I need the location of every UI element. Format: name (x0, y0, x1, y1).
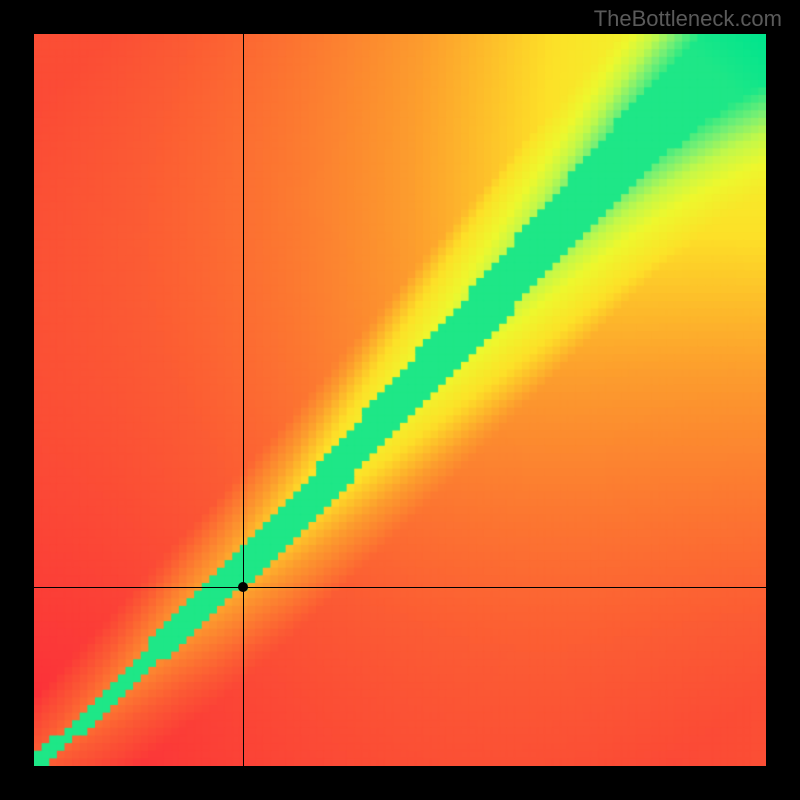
crosshair-marker (238, 582, 248, 592)
heatmap-plot (34, 34, 766, 766)
heatmap-canvas (34, 34, 766, 766)
crosshair-horizontal (34, 587, 766, 588)
chart-container: TheBottleneck.com (0, 0, 800, 800)
watermark-label: TheBottleneck.com (594, 6, 782, 32)
crosshair-vertical (243, 34, 244, 766)
